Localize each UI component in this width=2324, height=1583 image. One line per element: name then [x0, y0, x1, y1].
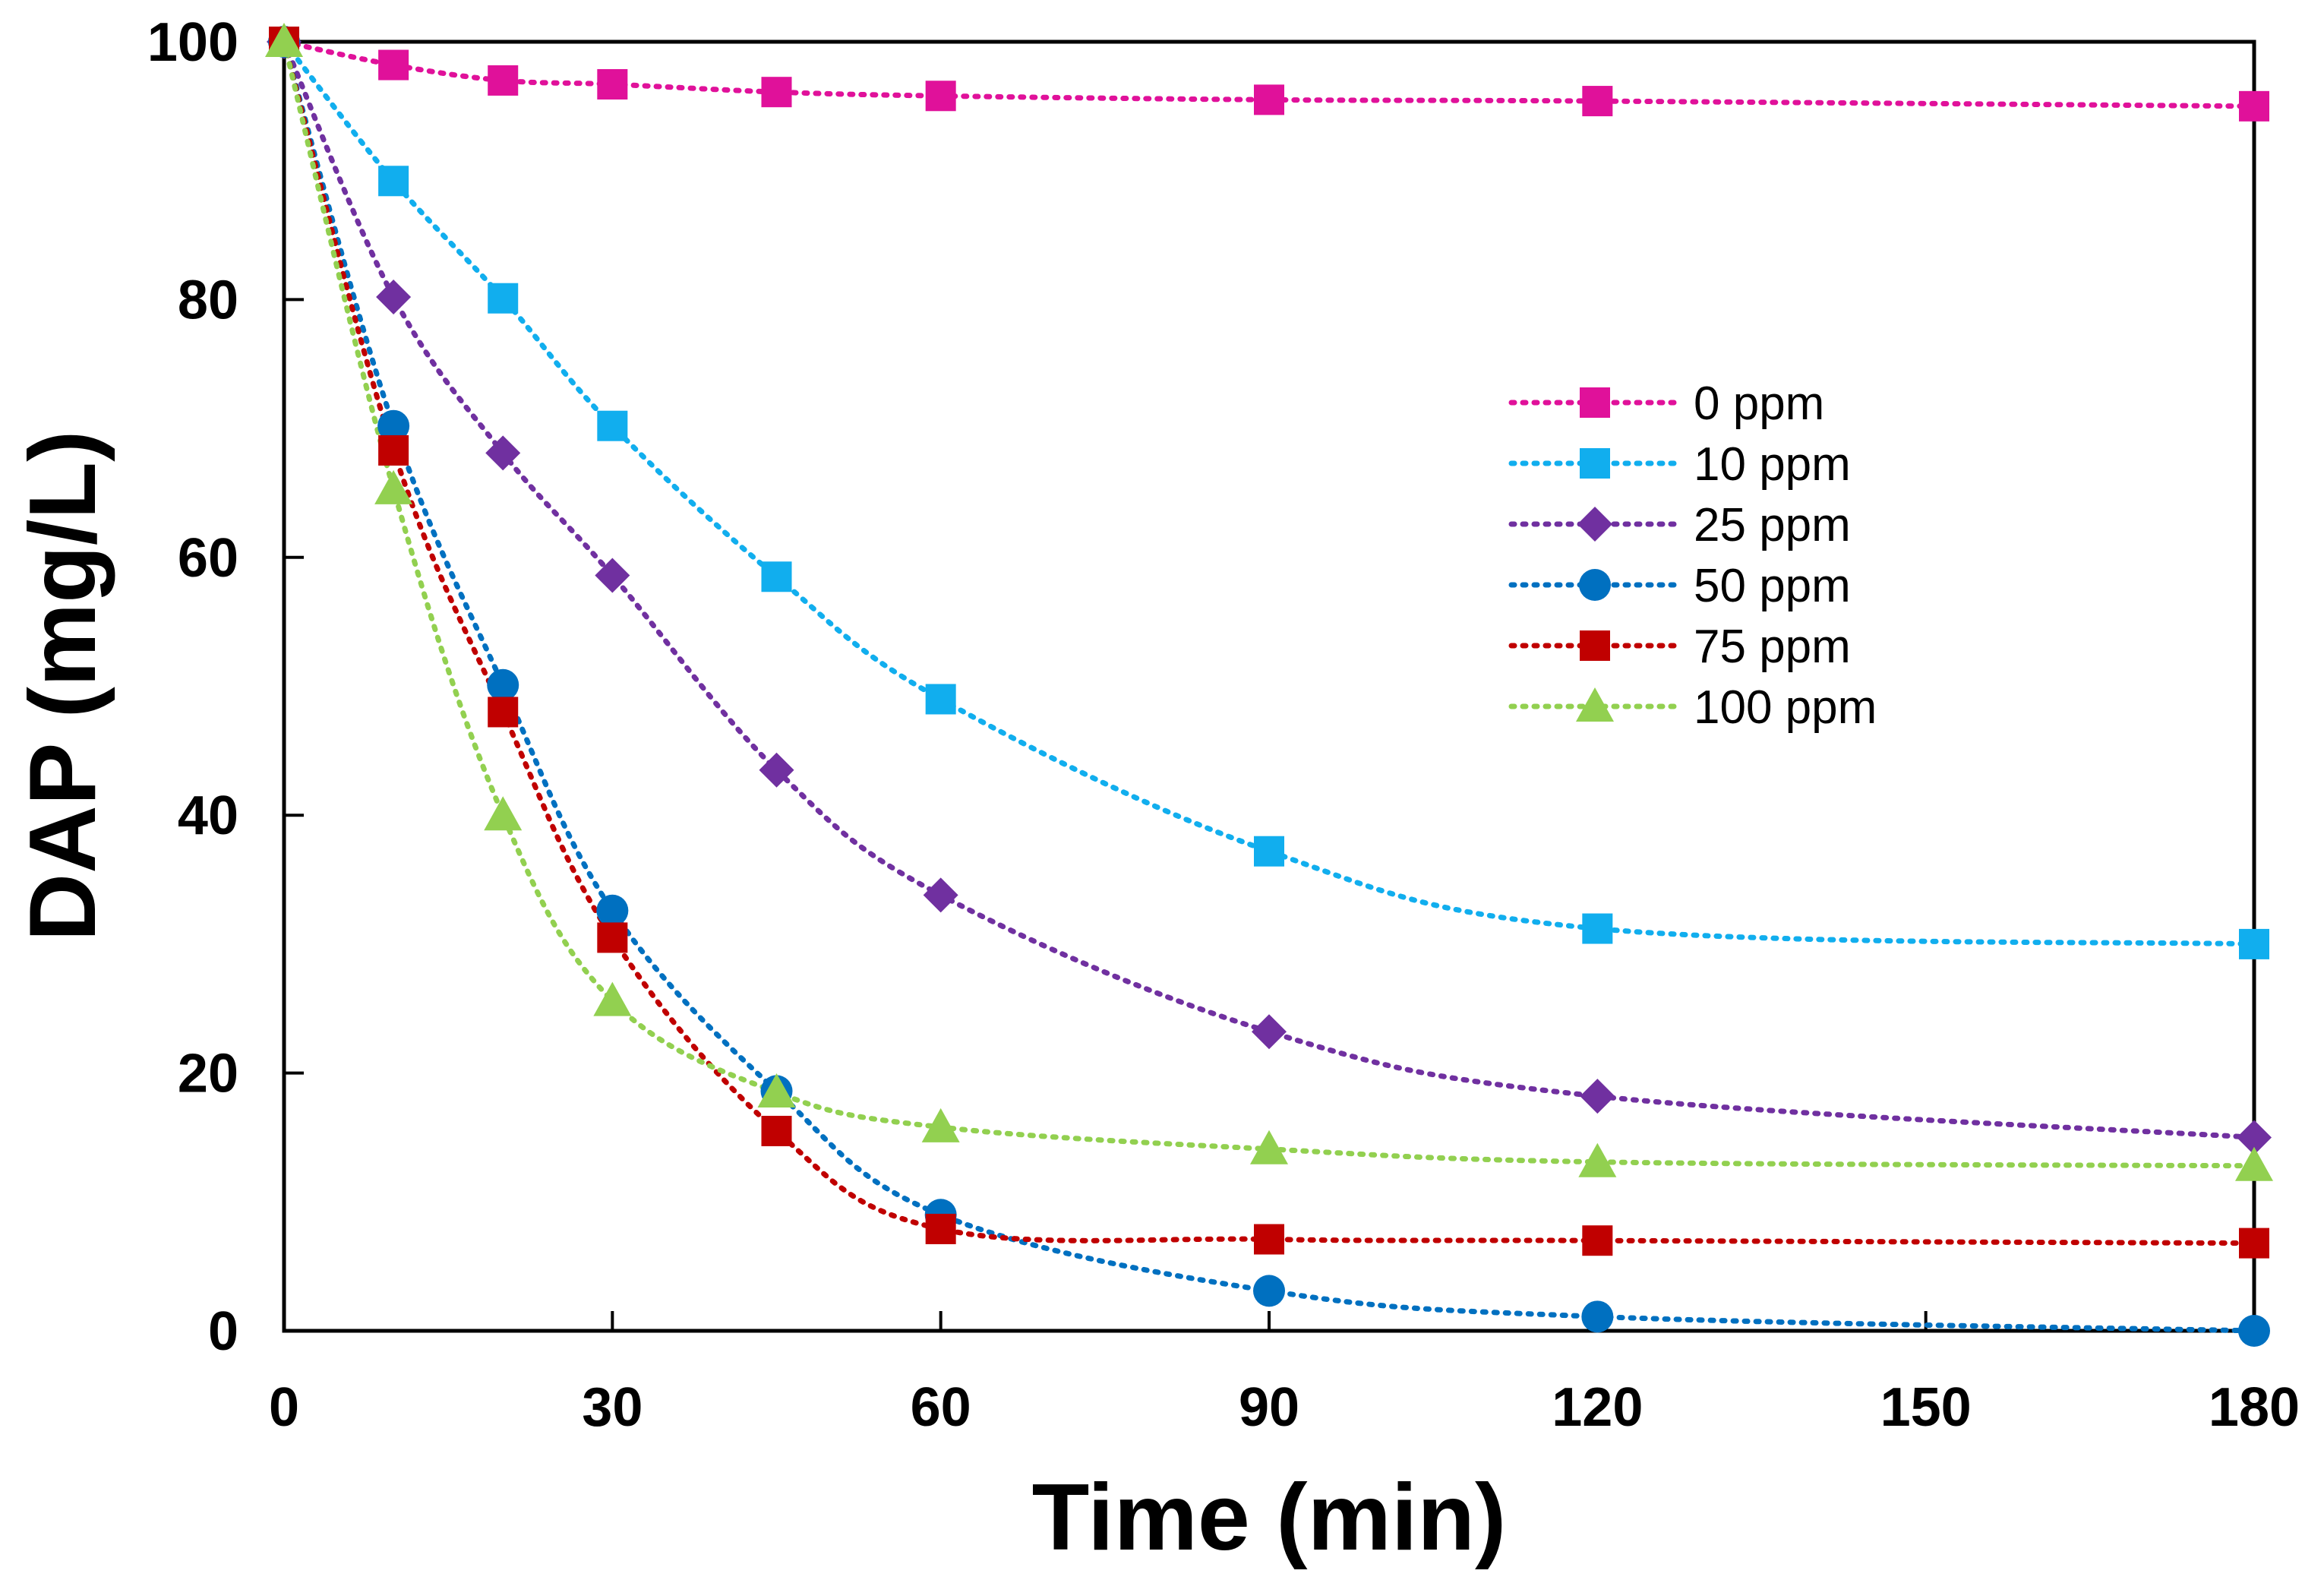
data-point: [921, 1107, 960, 1142]
x-tick-label: 150: [1880, 1377, 1972, 1438]
data-point: [2235, 1146, 2273, 1181]
data-point: [761, 1115, 792, 1146]
series-line-4: [281, 39, 2257, 1246]
data-point: [596, 894, 629, 927]
y-tick-label: 40: [178, 785, 238, 846]
legend-label: 0 ppm: [1694, 378, 1824, 430]
data-point: [1581, 1300, 1614, 1333]
data-point: [759, 752, 794, 788]
data-point: [925, 684, 956, 715]
data-point: [1582, 1225, 1613, 1256]
data-point: [597, 410, 628, 441]
legend-marker: [1576, 687, 1614, 722]
legend-label: 75 ppm: [1694, 621, 1851, 673]
data-point: [2238, 1315, 2270, 1347]
legend: 0 ppm 10 ppm 25 ppm 50 ppm 75 ppm 100 ppm: [1508, 378, 1877, 734]
x-tick-label: 120: [1552, 1377, 1643, 1438]
data-point: [2237, 1120, 2272, 1155]
data-point: [484, 796, 523, 831]
data-point: [485, 435, 521, 471]
data-point: [597, 69, 628, 100]
data-point: [488, 65, 519, 96]
x-tick-label: 180: [2209, 1377, 2300, 1438]
series-line-5: [281, 39, 2257, 1169]
data-point: [925, 81, 956, 112]
legend-marker: [1580, 448, 1610, 479]
data-point: [1582, 913, 1613, 944]
data-point: [1252, 1014, 1287, 1050]
data-point: [923, 877, 958, 913]
legend-marker: [1579, 569, 1611, 601]
data-point: [925, 1213, 956, 1244]
x-axis-title: Time (min): [1032, 1465, 1507, 1570]
data-point: [1250, 1130, 1288, 1164]
data-point: [593, 981, 632, 1016]
legend-marker: [1580, 387, 1610, 418]
series-line-1: [281, 39, 2257, 947]
legend-marker: [1580, 630, 1610, 661]
data-point: [595, 558, 630, 593]
legend-label: 25 ppm: [1694, 499, 1851, 551]
data-point: [2239, 928, 2269, 959]
data-point: [1582, 86, 1613, 117]
data-point: [1580, 1079, 1615, 1114]
y-tick-label: 100: [147, 12, 238, 73]
data-point: [1254, 836, 1284, 867]
x-tick-label: 90: [1239, 1377, 1299, 1438]
data-point: [597, 922, 628, 953]
series-line-2: [281, 39, 2257, 1140]
data-point: [378, 434, 409, 466]
x-tick-label: 60: [911, 1377, 971, 1438]
data-point: [487, 668, 519, 701]
data-point: [761, 77, 792, 108]
y-tick-label: 60: [178, 528, 238, 589]
data-point: [2239, 1228, 2269, 1259]
data-point: [374, 469, 413, 504]
x-tick-label: 30: [582, 1377, 643, 1438]
data-point: [377, 409, 410, 442]
data-point: [1254, 1224, 1284, 1255]
data-point: [265, 23, 303, 57]
y-tick-label: 80: [178, 270, 238, 330]
data-point: [1253, 1275, 1285, 1307]
legend-marker: [1577, 507, 1612, 542]
y-axis: 0 20 40 60 80 100: [147, 12, 304, 1362]
legend-label: 10 ppm: [1694, 438, 1851, 491]
legend-label: 50 ppm: [1694, 560, 1851, 612]
data-point: [378, 166, 409, 197]
data-point: [757, 1073, 796, 1108]
data-point: [378, 49, 409, 81]
x-tick-label: 0: [269, 1377, 299, 1438]
data-point: [761, 561, 792, 592]
data-point: [488, 697, 519, 728]
data-point: [2239, 90, 2269, 122]
y-tick-label: 20: [178, 1044, 238, 1104]
data-point: [1254, 84, 1284, 115]
y-axis-title: DAP (mg/L): [11, 431, 115, 942]
data-point: [1578, 1142, 1617, 1177]
legend-label: 100 ppm: [1694, 681, 1877, 734]
data-point: [488, 283, 519, 314]
data-point: [376, 280, 412, 315]
series-markers: [265, 23, 2273, 1347]
y-tick-label: 0: [208, 1301, 238, 1362]
x-axis: 0 30 60 90 120 150 180: [269, 1311, 2300, 1438]
